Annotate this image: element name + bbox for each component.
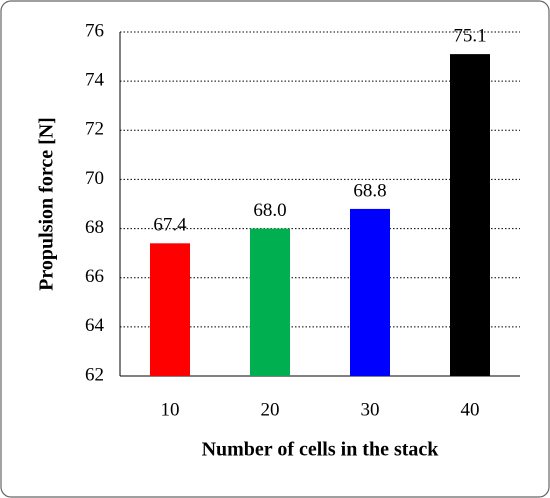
y-tick-label: 72 xyxy=(85,119,104,140)
y-tick-label: 74 xyxy=(85,70,105,91)
bar xyxy=(150,243,190,376)
y-tick-label: 64 xyxy=(85,315,105,336)
y-tick-label: 66 xyxy=(85,266,104,287)
x-tick-label: 10 xyxy=(161,399,180,420)
bar xyxy=(450,54,490,376)
x-axis-title: Number of cells in the stack xyxy=(202,439,440,461)
x-tick-label: 20 xyxy=(261,399,280,420)
data-label: 75.1 xyxy=(453,25,486,46)
y-tick-label: 70 xyxy=(85,168,104,189)
data-label: 68.0 xyxy=(253,200,286,221)
data-label: 68.8 xyxy=(353,180,386,201)
y-tick-label: 76 xyxy=(85,20,104,41)
x-tick-label: 40 xyxy=(461,399,480,420)
y-tick-label: 68 xyxy=(85,217,104,238)
data-label: 67.4 xyxy=(153,215,187,236)
y-tick-label: 62 xyxy=(85,364,104,385)
bar xyxy=(250,228,290,376)
bar xyxy=(350,208,390,376)
x-tick-label: 30 xyxy=(361,399,380,420)
y-axis-title: Propulsion force [N] xyxy=(36,117,58,291)
